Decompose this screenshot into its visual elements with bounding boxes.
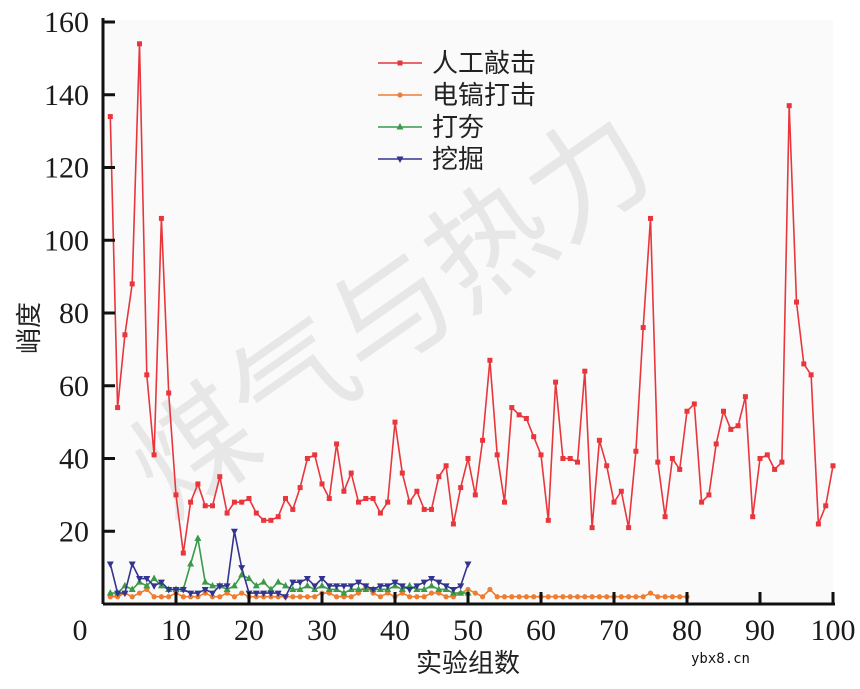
x-tick-label: 30 [307,614,337,647]
x-axis-title: 实验组数 [416,649,520,679]
y-tick-label: 160 [44,6,89,39]
legend-item: 挖掘 [378,145,484,175]
x-tick-label: 10 [161,614,191,647]
legend-item: 打夯 [378,113,484,143]
x-tick-label: 60 [526,614,556,647]
x-tick-label: 40 [380,614,410,647]
x-tick-label: 20 [234,614,264,647]
legend-label: 人工敲击 [432,49,536,79]
y-tick-label: 60 [59,370,89,403]
x-tick-label: 100 [811,614,856,647]
x-tick-label: 0 [73,614,88,647]
site-watermark: ybx8.cn [690,651,750,667]
legend-item: 人工敲击 [378,49,536,79]
y-axis-title: 峭度 [15,302,45,354]
legend-label: 电镐打击 [432,81,536,111]
y-tick-label: 120 [44,152,89,185]
legend-label: 打夯 [432,113,484,143]
series-0 [107,41,836,556]
axes: 20 40 60 80 100 120 140 160 0 10 20 30 40 50 60 70 80 90 1… [44,6,856,647]
series-layer [106,41,836,601]
y-tick-label: 140 [44,79,89,112]
x-tick-label: 80 [672,614,702,647]
plot-area [103,20,833,605]
y-tick-label: 20 [59,515,89,548]
x-tick-label: 70 [599,614,629,647]
y-tick-label: 100 [44,224,89,257]
legend-label: 挖掘 [432,145,484,175]
x-tick-label: 50 [453,614,483,647]
x-tick-label: 90 [745,614,775,647]
y-tick-label: 40 [59,443,89,476]
y-tick-label: 80 [59,297,89,330]
legend-item: 电镐打击 [378,81,536,111]
